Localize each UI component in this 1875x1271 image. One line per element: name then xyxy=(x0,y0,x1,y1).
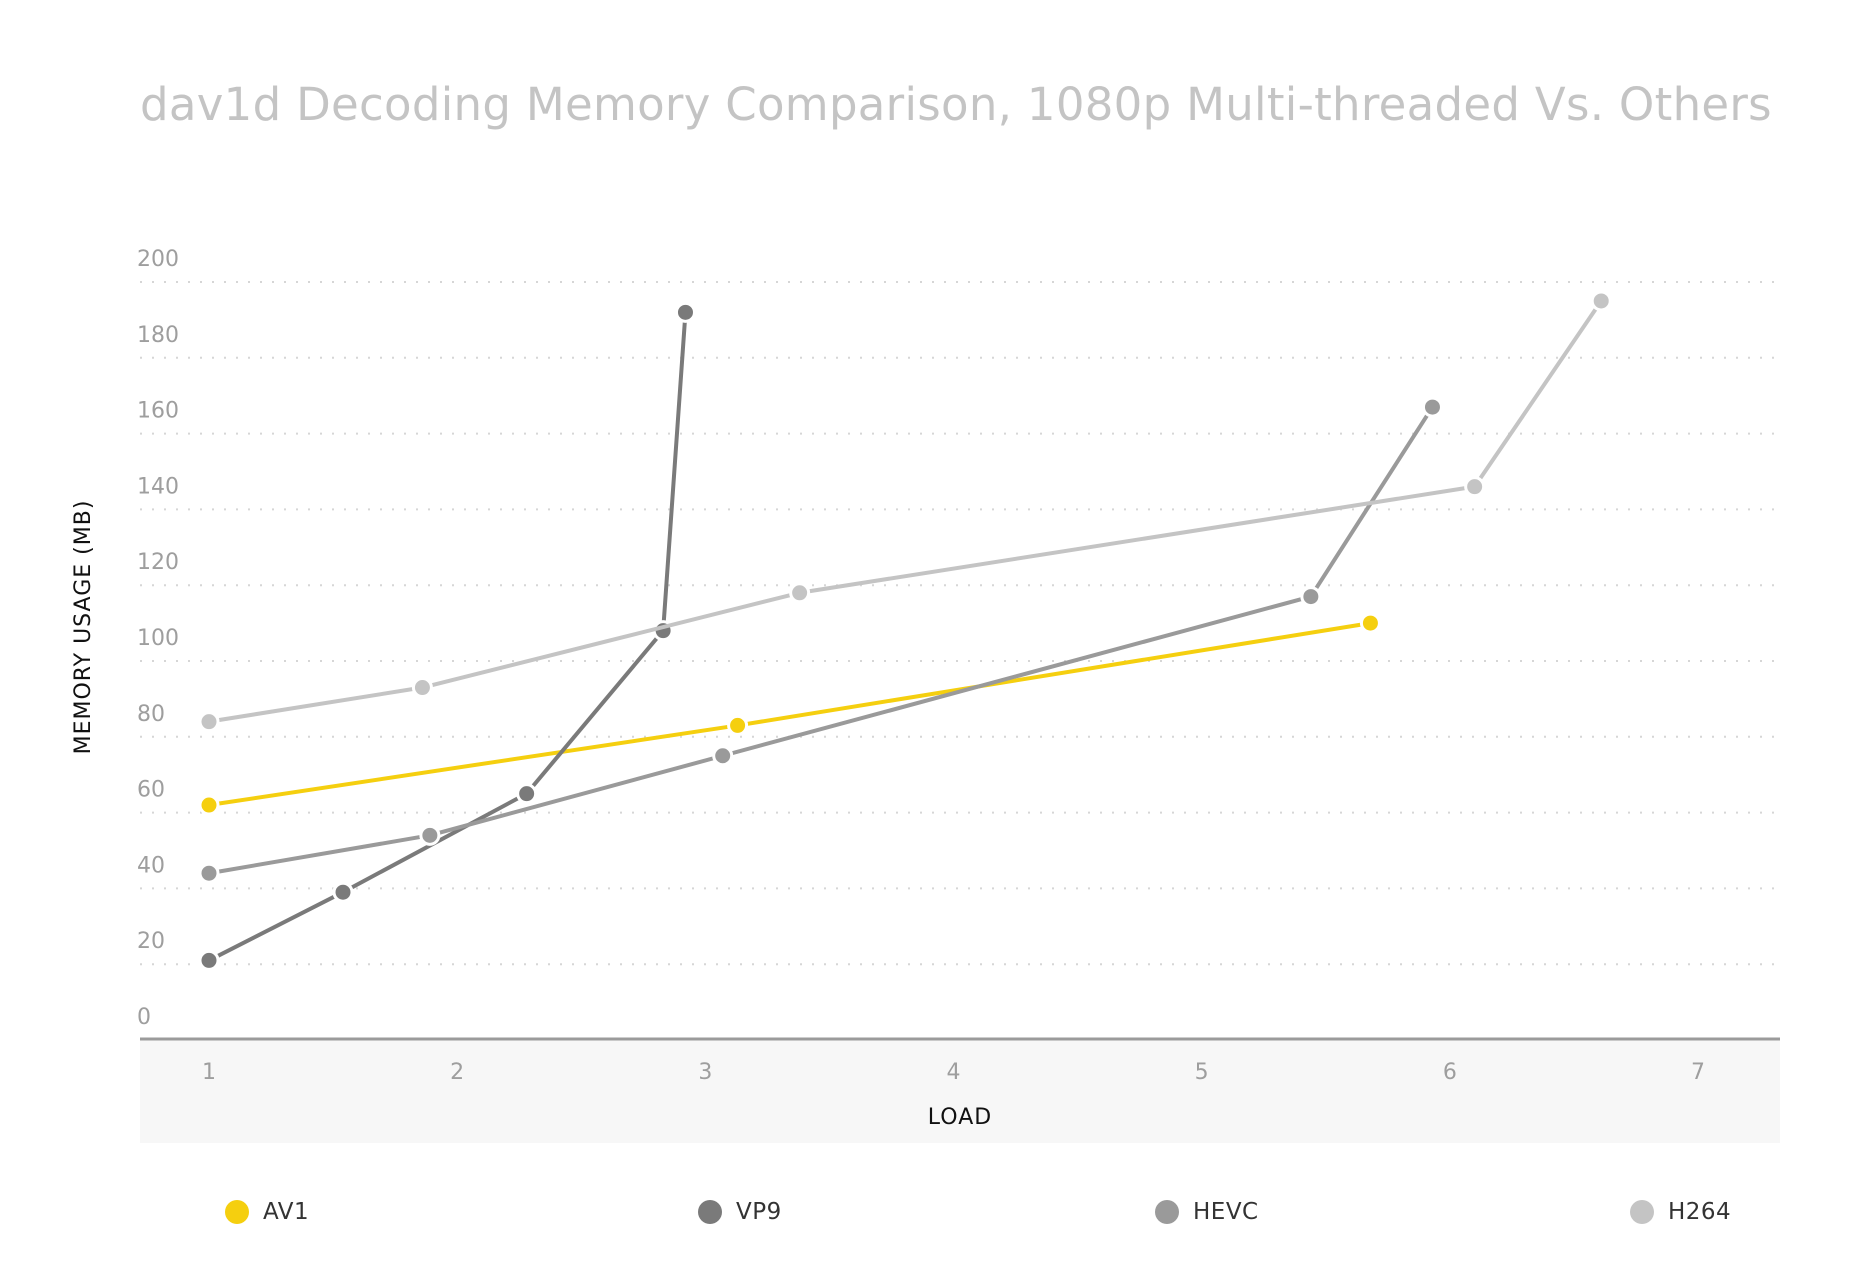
y-tick-label: 200 xyxy=(137,247,179,272)
x-tick-label: 7 xyxy=(1691,1060,1705,1085)
x-tick-label: 2 xyxy=(450,1060,464,1085)
x-tick-label: 1 xyxy=(202,1060,216,1085)
data-point-h264[interactable] xyxy=(198,711,220,733)
legend-label-h264: H264 xyxy=(1668,1199,1732,1225)
legend-swatch-hevc xyxy=(1155,1200,1179,1224)
y-tick-label: 100 xyxy=(137,626,179,651)
legend-label-vp9: VP9 xyxy=(736,1199,782,1225)
grid-lines xyxy=(140,281,1780,966)
y-tick-label: 120 xyxy=(137,550,179,575)
series-hevc xyxy=(198,396,1443,884)
x-tick-label: 3 xyxy=(698,1060,712,1085)
y-tick-label: 20 xyxy=(137,929,165,954)
data-point-h264[interactable] xyxy=(789,582,811,604)
series-h264 xyxy=(198,290,1612,733)
data-point-hevc[interactable] xyxy=(198,862,220,884)
series-line-hevc xyxy=(207,405,1435,876)
x-axis-label: LOAD xyxy=(928,1105,992,1130)
y-tick-label: 40 xyxy=(137,853,165,878)
x-axis-ticks: 1 2 3 4 5 6 7 xyxy=(202,1060,1705,1085)
legend-item-hevc[interactable]: HEVC xyxy=(1155,1192,1259,1232)
legend-item-av1[interactable]: AV1 xyxy=(225,1192,309,1232)
y-axis-label: MEMORY USAGE (MB) xyxy=(71,500,96,755)
series-line-vp9 xyxy=(207,310,688,963)
data-point-av1[interactable] xyxy=(198,794,220,816)
legend: AV1 VP9 HEVC H264 xyxy=(0,1192,1875,1232)
x-tick-label: 6 xyxy=(1443,1060,1457,1085)
legend-label-av1: AV1 xyxy=(263,1199,310,1225)
legend-swatch-av1 xyxy=(225,1200,249,1224)
y-tick-label: 80 xyxy=(137,702,165,727)
y-axis-ticks: 0 20 40 60 80 100 120 140 160 180 200 xyxy=(137,247,179,1030)
legend-item-h264[interactable]: H264 xyxy=(1630,1192,1731,1232)
legend-swatch-vp9 xyxy=(698,1200,722,1224)
y-tick-label: 160 xyxy=(137,399,179,424)
series-line-h264 xyxy=(207,298,1604,724)
chart-title: dav1d Decoding Memory Comparison, 1080p … xyxy=(140,78,1772,131)
data-point-av1[interactable] xyxy=(1359,612,1381,634)
legend-item-vp9[interactable]: VP9 xyxy=(698,1192,782,1232)
x-tick-label: 5 xyxy=(1195,1060,1209,1085)
legend-label-hevc: HEVC xyxy=(1193,1199,1259,1225)
series-layer xyxy=(198,290,1612,971)
data-point-h264[interactable] xyxy=(411,677,433,699)
series-line-av1 xyxy=(207,621,1373,808)
x-axis-band xyxy=(140,1039,1780,1143)
series-av1 xyxy=(198,612,1381,816)
data-point-hevc[interactable] xyxy=(419,824,441,846)
data-point-vp9[interactable] xyxy=(674,301,696,323)
data-point-hevc[interactable] xyxy=(1421,396,1443,418)
data-point-vp9[interactable] xyxy=(516,783,538,805)
data-point-vp9[interactable] xyxy=(198,949,220,971)
y-tick-label: 180 xyxy=(137,323,179,348)
y-tick-label: 140 xyxy=(137,474,179,499)
data-point-h264[interactable] xyxy=(1590,290,1612,312)
y-tick-label: 60 xyxy=(137,778,165,803)
x-tick-label: 4 xyxy=(947,1060,961,1085)
data-point-hevc[interactable] xyxy=(1300,586,1322,608)
data-point-av1[interactable] xyxy=(727,714,749,736)
data-point-hevc[interactable] xyxy=(712,745,734,767)
legend-swatch-h264 xyxy=(1630,1200,1654,1224)
data-point-h264[interactable] xyxy=(1464,476,1486,498)
y-tick-label: 0 xyxy=(137,1005,151,1030)
data-point-vp9[interactable] xyxy=(332,881,354,903)
